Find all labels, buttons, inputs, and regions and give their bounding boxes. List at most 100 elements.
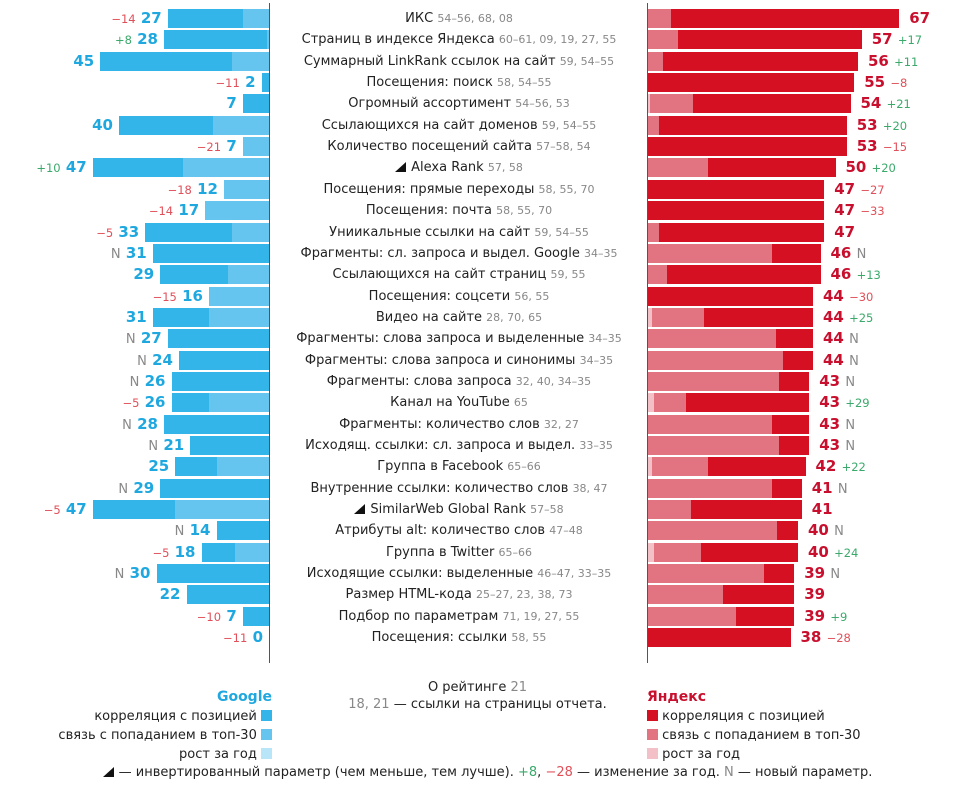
yandex-legend-item: связь с попаданием в топ-30: [647, 726, 861, 745]
page-refs[interactable]: 59, 55: [550, 268, 586, 282]
google-bar-top30: [182, 158, 269, 178]
legend-label: связь с попаданием в топ-30: [58, 728, 257, 743]
yandex-value: 56: [868, 51, 889, 70]
page-refs[interactable]: 57, 58: [487, 161, 523, 175]
google-bar-position: [175, 457, 217, 477]
google-value: 45: [73, 51, 95, 70]
footer-change-text: — изменение за год.: [577, 765, 720, 780]
page-refs[interactable]: 47–48: [549, 524, 583, 538]
google-value: 7: [226, 94, 237, 113]
parameter-name: Посещения: соцсети: [368, 288, 511, 304]
yandex-value: 55: [864, 73, 886, 92]
page-refs[interactable]: 60–61, 09, 19, 27, 55: [498, 33, 617, 47]
page-refs[interactable]: 65–66: [498, 545, 532, 559]
google-bar-top30: [216, 457, 269, 477]
inverted-triangle-icon: [102, 767, 114, 777]
yandex-change-label: N: [845, 374, 856, 390]
page-refs[interactable]: 65–66: [507, 460, 541, 474]
yandex-bar-position: [693, 94, 851, 114]
row-label: Посещения: прямые переходы 58, 55, 70: [272, 179, 646, 200]
page-refs[interactable]: 71, 19, 27, 55: [502, 609, 580, 623]
yandex-change-label: +20: [882, 118, 908, 133]
yandex-bar-top30: [648, 521, 778, 541]
parameter-name: Фрагменты: слова запроса и синонимы: [304, 352, 576, 368]
swatch-yandex-position: [647, 710, 658, 721]
page-refs[interactable]: 65: [513, 396, 528, 410]
parameter-name: Огромный ассортимент: [348, 96, 512, 112]
page-refs[interactable]: 58, 54–55: [496, 76, 552, 90]
page-refs[interactable]: 32, 40, 34–35: [515, 374, 592, 388]
yandex-change-label: N: [845, 439, 856, 454]
parameter-name: Подбор по параметрам: [338, 608, 499, 624]
google-legend-item: рост за год: [40, 745, 272, 764]
page-refs[interactable]: 57–58: [530, 503, 564, 517]
page-refs[interactable]: 54–56, 53: [515, 97, 570, 111]
rating-title-ref[interactable]: 21: [510, 680, 528, 695]
page-refs[interactable]: 34–35: [588, 332, 622, 346]
google-legend-title: Google: [216, 689, 272, 705]
google-value: 31: [125, 307, 147, 326]
yandex-bar-position: [723, 585, 795, 605]
google-value: 40: [92, 115, 113, 134]
google-value-label: 22: [160, 584, 181, 605]
page-refs[interactable]: 34–35: [579, 353, 614, 367]
page-refs[interactable]: 59, 54–55: [559, 54, 615, 68]
yandex-value: 39: [804, 585, 826, 604]
google-bar-top30: [242, 137, 269, 157]
google-value: 21: [163, 436, 185, 454]
yandex-bar-top30: [653, 393, 686, 413]
inverted-triangle-icon: [395, 162, 407, 173]
yandex-bar-position: [775, 329, 813, 349]
page-refs[interactable]: 28, 70, 65: [486, 310, 543, 324]
page-refs[interactable]: 58, 55, 70: [538, 182, 595, 196]
page-refs[interactable]: 38, 47: [572, 481, 608, 495]
google-value-label: −14 27: [111, 8, 161, 30]
page-refs[interactable]: 34–35: [584, 246, 618, 260]
google-bar-position: [171, 371, 269, 391]
yandex-bar-top30: [653, 542, 701, 562]
google-value-label: N 24: [137, 350, 173, 372]
yandex-bar-position: [666, 265, 821, 285]
page-refs[interactable]: 58, 55, 70: [496, 204, 553, 218]
google-bar-position: [190, 436, 269, 455]
rating-refs-line: 18, 21 — ссылки на страницы отчета.: [300, 696, 655, 713]
google-value: 28: [137, 414, 158, 433]
swatch-google-top30: [261, 729, 272, 740]
yandex-bar-top30: [648, 265, 667, 285]
yandex-value: 47: [834, 179, 856, 198]
yandex-change-label: +21: [886, 97, 911, 112]
google-bar-position: [92, 158, 183, 178]
google-bar-position: [145, 222, 232, 242]
google-value: 47: [65, 158, 87, 177]
yandex-change-label: +22: [841, 460, 866, 475]
google-change-label: −5: [122, 396, 140, 411]
yandex-bar-position: [670, 9, 900, 28]
yandex-value: 44: [823, 350, 844, 369]
page-refs[interactable]: 32, 27: [543, 417, 579, 431]
row-label: Посещения: ссылки 58, 55: [272, 627, 646, 648]
page-refs[interactable]: 25–27, 23, 38, 73: [475, 588, 573, 602]
page-refs[interactable]: 33–35: [579, 439, 613, 452]
yandex-change-label: −33: [860, 204, 885, 219]
page-refs[interactable]: 58, 55: [511, 631, 547, 645]
page-refs[interactable]: 59, 54–55: [541, 118, 597, 132]
page-refs[interactable]: 54–56, 68, 08: [437, 12, 513, 25]
yandex-bar-position: [771, 414, 810, 434]
google-value-label: −5 18: [152, 542, 195, 564]
page-refs[interactable]: 59, 54–55: [534, 225, 589, 239]
google-value-label: 31: [126, 307, 147, 328]
google-bar-position: [160, 265, 228, 285]
google-change-label: +8: [114, 33, 132, 48]
google-legend: Google корреляция с позицией связь с поп…: [40, 688, 272, 764]
page-refs[interactable]: 57–58, 54: [536, 140, 591, 154]
google-change-label: −11: [223, 631, 248, 646]
yandex-legend-title: Яндекс: [647, 689, 707, 705]
yandex-bar-top30: [648, 350, 783, 370]
rating-title-line: О рейтинге 21: [300, 679, 655, 696]
page-refs[interactable]: 46–47, 33–35: [537, 567, 612, 581]
google-value: 29: [133, 265, 155, 284]
google-value: 29: [133, 478, 155, 497]
page-refs[interactable]: 56, 55: [514, 289, 550, 303]
row-label: Alexa Rank 57, 58: [272, 157, 646, 178]
yandex-bar-position: [648, 201, 825, 221]
